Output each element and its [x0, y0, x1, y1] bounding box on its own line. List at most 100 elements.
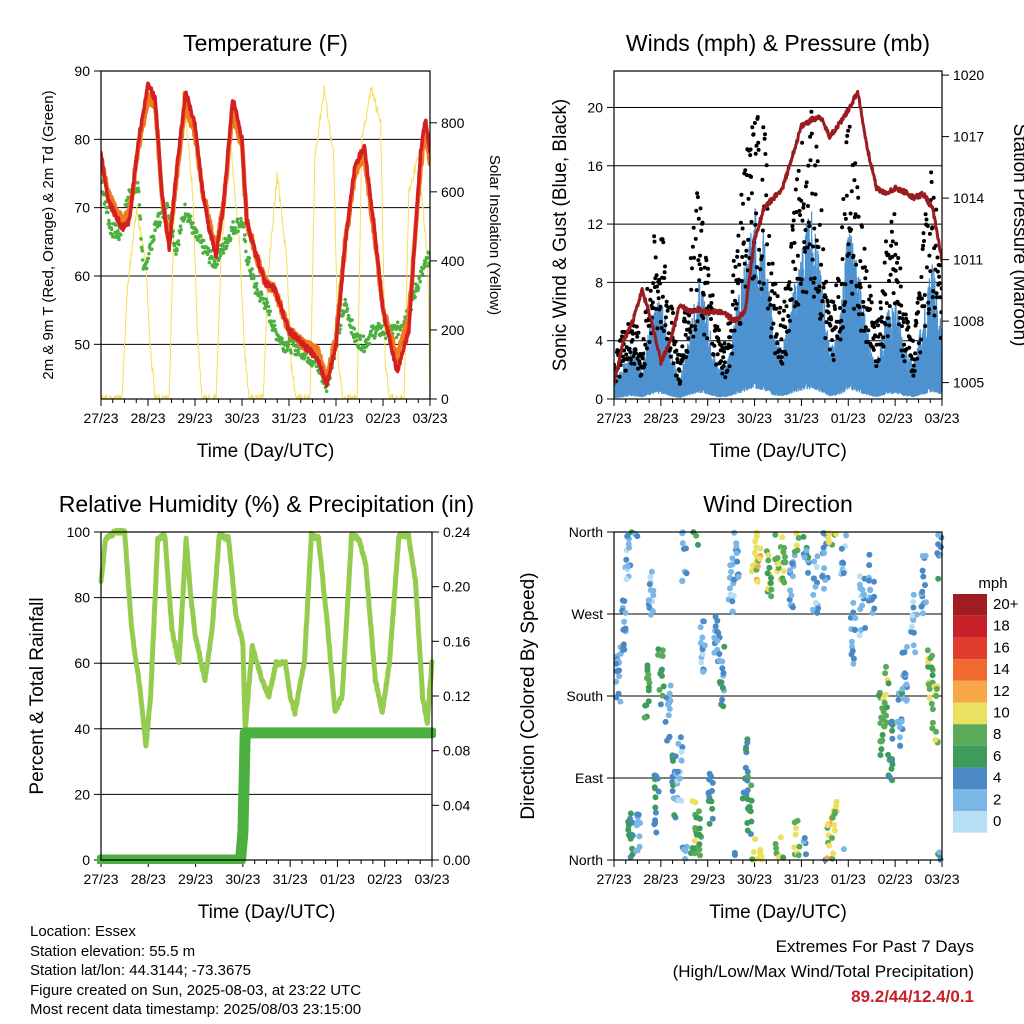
y-tick-label: East [575, 770, 603, 786]
y-tick-label: 20 [587, 99, 603, 115]
x-tick-label: 02/23 [365, 410, 400, 426]
point-gust [786, 283, 791, 288]
legend-swatch [953, 594, 987, 616]
point-td2m [258, 299, 262, 303]
point-gust [916, 341, 921, 346]
point-direction [757, 854, 764, 860]
point-td2m [367, 342, 372, 346]
point-gust [890, 239, 895, 244]
y-axis-label: Sonic Wind & Gust (Blue, Black) [550, 99, 571, 371]
point-td2m [247, 256, 252, 260]
point-direction [821, 550, 828, 556]
point-direction [613, 668, 620, 675]
point-gust [896, 256, 901, 260]
point-direction [924, 647, 931, 654]
point-direction [680, 846, 687, 853]
point-direction [657, 670, 664, 677]
point-gust [792, 240, 797, 245]
point-direction [860, 591, 867, 598]
point-td2m [425, 255, 430, 260]
point-gust [834, 283, 839, 288]
point-gust [660, 237, 665, 242]
point-direction [709, 805, 716, 812]
x-axis-label: Time (Day/UTC) [198, 902, 336, 923]
point-gust [932, 313, 937, 318]
point-td2m [367, 335, 371, 340]
point-td2m [284, 340, 288, 345]
point-gust [862, 328, 867, 333]
point-direction [788, 592, 795, 599]
point-gust [730, 289, 735, 294]
legend-swatch [953, 745, 987, 768]
point-gust [743, 284, 748, 289]
point-direction [839, 559, 846, 566]
point-gust [720, 346, 725, 351]
point-gust [763, 132, 767, 137]
y-tick-label-right: 1014 [953, 190, 984, 206]
point-direction [696, 841, 703, 848]
point-direction [889, 735, 896, 742]
point-gust [769, 326, 774, 331]
point-direction [679, 530, 686, 537]
point-gust [733, 264, 738, 269]
point-direction [625, 826, 632, 833]
point-gust [826, 310, 831, 315]
point-direction [910, 642, 917, 649]
point-direction [829, 835, 835, 841]
x-tick-label: 30/23 [737, 410, 772, 426]
point-direction [656, 686, 663, 693]
point-gust [798, 281, 803, 286]
point-direction [843, 532, 850, 539]
point-gust [720, 371, 725, 376]
point-direction [720, 670, 727, 676]
point-direction [653, 829, 660, 836]
point-direction [821, 585, 827, 592]
point-gust [808, 277, 813, 281]
point-direction [850, 609, 857, 616]
point-gust [702, 265, 707, 270]
x-tick-label: 29/23 [177, 410, 212, 426]
point-direction [777, 834, 784, 841]
point-gust [671, 361, 676, 366]
speed-legend: mph 20+ 18 16 14 12 10 8 6 4 2 0 [953, 575, 1019, 833]
point-direction [901, 670, 908, 677]
point-gust [746, 196, 751, 201]
point-td2m [255, 287, 259, 292]
point-gust [782, 299, 787, 304]
y-tick-label: 0 [595, 391, 603, 407]
legend-swatch [953, 789, 987, 811]
point-direction [648, 611, 654, 618]
point-gust [750, 125, 755, 130]
x-tick-label: 28/23 [643, 410, 678, 426]
point-gust [760, 254, 764, 259]
y-tick-label: 20 [74, 786, 90, 802]
point-gust [851, 253, 856, 258]
point-gust [799, 198, 804, 203]
point-gust [662, 270, 667, 275]
point-td2m [105, 205, 109, 210]
point-direction [652, 794, 659, 801]
point-gust [738, 321, 743, 326]
point-td2m [140, 258, 145, 262]
point-direction [716, 679, 723, 685]
point-gust [842, 212, 847, 217]
point-td2m [153, 228, 157, 232]
x-tick-label: 27/23 [83, 871, 118, 887]
chart-title: Relative Humidity (%) & Precipitation (i… [59, 491, 474, 517]
point-direction [795, 852, 802, 859]
point-gust [766, 262, 771, 266]
point-gust [655, 284, 659, 289]
point-td2m [235, 217, 240, 222]
point-gust [671, 311, 675, 315]
point-gust [894, 241, 899, 246]
point-direction [782, 553, 788, 560]
point-gust [840, 225, 845, 230]
point-gust [843, 282, 848, 287]
point-direction [633, 847, 639, 854]
point-td2m [265, 300, 270, 305]
point-direction [697, 624, 704, 631]
point-gust [815, 159, 820, 164]
point-direction [622, 609, 629, 616]
point-gust [793, 187, 798, 192]
